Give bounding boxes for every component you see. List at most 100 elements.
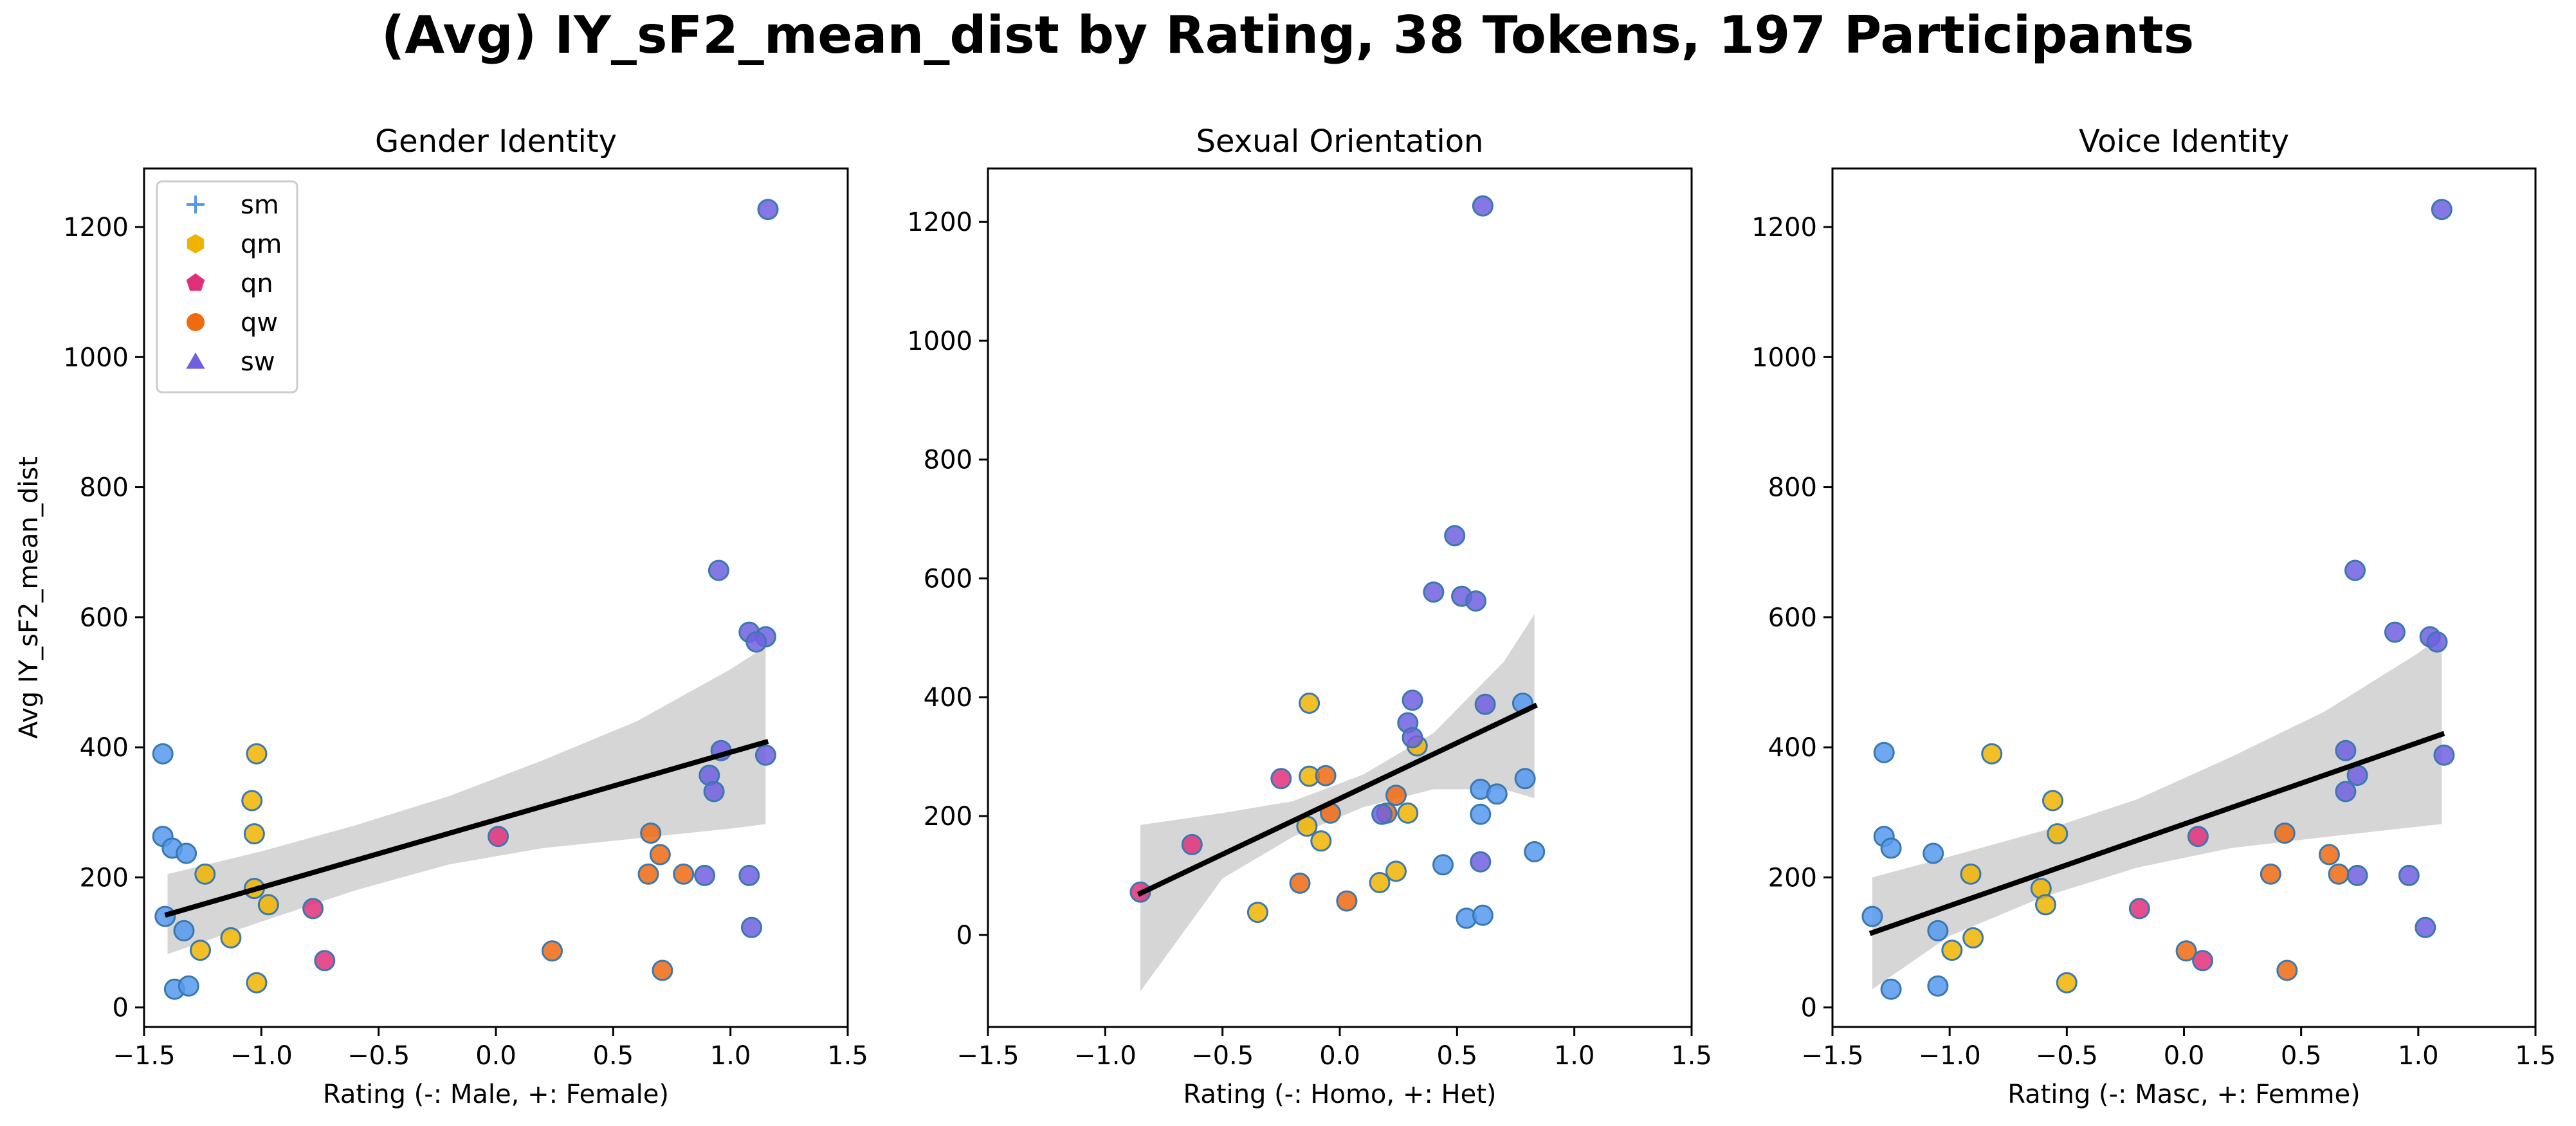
x-tick-label: −1.5 xyxy=(113,1041,175,1071)
legend-label-sm: sm xyxy=(241,190,279,220)
legend-label-qn: qn xyxy=(241,269,273,298)
y-tick-label: 1200 xyxy=(63,213,129,242)
data-point-sm xyxy=(1472,904,1494,926)
data-point-sw xyxy=(754,744,776,766)
legend-label-sw: sw xyxy=(241,347,275,377)
confidence-band xyxy=(167,646,766,954)
data-point-qm xyxy=(194,863,216,885)
data-point-qm xyxy=(2035,894,2056,916)
data-point-sw xyxy=(2384,621,2406,643)
data-point-sw xyxy=(1465,590,1486,612)
data-point-sm xyxy=(1880,837,1902,859)
data-point-sw xyxy=(708,559,729,581)
x-tick-label: 0.0 xyxy=(1319,1041,1360,1071)
data-point-sw xyxy=(2335,740,2357,761)
panel-1: −1.5 −1.0 −0.5 0.0 0.5 1.0 1.5 0 200 400 600 800 100… xyxy=(14,123,868,1109)
data-point-sm xyxy=(1923,842,1944,864)
x-tick-label: 1.5 xyxy=(827,1041,868,1071)
data-point-qm xyxy=(1299,693,1320,714)
data-point-sw xyxy=(703,781,725,803)
x-tick-label: 1.0 xyxy=(710,1041,751,1071)
data-point-sw xyxy=(745,631,767,653)
data-point-sw xyxy=(741,916,762,938)
data-point-qm xyxy=(1941,940,1963,961)
data-point-qw xyxy=(652,959,673,981)
data-point-sw xyxy=(2431,199,2453,221)
data-point-sw xyxy=(2433,744,2455,766)
data-point-sw xyxy=(2426,631,2448,653)
y-tick-label: 1200 xyxy=(907,208,973,237)
figure-title: (Avg) IY_sF2_mean_dist by Rating, 38 Tok… xyxy=(381,5,2195,65)
data-point-qm xyxy=(1397,802,1419,824)
legend: sm qm qn qw sw xyxy=(156,180,298,394)
panel-title: Sexual Orientation xyxy=(1196,123,1484,159)
data-point-qn xyxy=(2192,950,2214,972)
data-point-sw xyxy=(2344,559,2366,581)
x-tick-label: 1.0 xyxy=(2398,1041,2439,1071)
data-point-qn xyxy=(1181,833,1203,855)
x-tick-label: −1.0 xyxy=(230,1041,293,1071)
data-point-sm xyxy=(1880,978,1902,1000)
data-point-sm xyxy=(1514,768,1536,790)
data-point-qm xyxy=(1981,743,2003,765)
x-tick-label: −1.5 xyxy=(1801,1041,1863,1071)
data-point-sw xyxy=(1444,525,1466,547)
legend-marker-qm xyxy=(187,234,204,253)
panels: −1.5 −1.0 −0.5 0.0 0.5 1.0 1.5 0 200 400 600 800 100… xyxy=(14,123,2556,1109)
data-point-sw xyxy=(2415,916,2436,938)
data-point-qm xyxy=(190,940,211,961)
data-point-sw xyxy=(738,864,760,886)
data-point-sm xyxy=(173,920,195,941)
data-point-qw xyxy=(2260,863,2281,885)
data-point-sw xyxy=(694,864,716,886)
data-point-qw xyxy=(2276,959,2298,981)
data-point-qm xyxy=(2042,790,2063,812)
x-tick-label: −1.0 xyxy=(1919,1041,1981,1071)
x-tick-label: 0.0 xyxy=(475,1041,516,1071)
data-point-qn xyxy=(2128,898,2150,920)
confidence-band xyxy=(1872,635,2442,990)
y-tick-label: 0 xyxy=(956,921,973,950)
y-axis-label: Avg IY_sF2_mean_dist xyxy=(14,457,44,739)
x-tick-label: 1.5 xyxy=(1671,1041,1712,1071)
regression-line xyxy=(1868,731,2445,936)
data-point-sm xyxy=(176,842,197,864)
legend-marker-qn xyxy=(186,273,205,291)
data-point-qm xyxy=(1385,860,1407,882)
data-point-qw xyxy=(673,863,695,885)
y-tick-label: 600 xyxy=(80,603,129,633)
data-point-sm xyxy=(1927,975,1949,997)
data-point-qw xyxy=(2274,822,2296,844)
legend-marker-sw xyxy=(186,352,205,369)
data-point-sm xyxy=(1432,854,1454,876)
data-point-qn xyxy=(488,826,509,848)
data-point-sw xyxy=(1371,803,1393,825)
data-point-sm xyxy=(1470,803,1492,825)
data-point-qn xyxy=(2187,826,2209,848)
x-tick-label: −1.5 xyxy=(956,1041,1019,1071)
data-point-sm xyxy=(178,975,199,997)
data-point-qw xyxy=(640,822,662,844)
regression-line xyxy=(164,739,769,918)
x-axis-label: Rating (-: Masc, +: Femme) xyxy=(2007,1080,2360,1109)
data-point-qw xyxy=(542,940,563,962)
x-tick-label: 0.0 xyxy=(2164,1041,2205,1071)
x-tick-label: 0.5 xyxy=(1437,1041,1478,1071)
legend-box xyxy=(156,180,298,394)
data-point-qw xyxy=(1336,890,1358,912)
x-tick-label: −0.5 xyxy=(2036,1041,2098,1071)
x-tick-label: 1.5 xyxy=(2515,1041,2556,1071)
panel-title: Voice Identity xyxy=(2079,123,2289,159)
y-tick-label: 1000 xyxy=(63,343,129,372)
data-point-qm xyxy=(1369,872,1391,893)
data-point-qm xyxy=(2047,823,2069,845)
y-tick-label: 400 xyxy=(924,683,973,713)
y-tick-label: 200 xyxy=(1768,863,1817,893)
y-tick-label: 0 xyxy=(1801,994,1817,1023)
x-tick-label: 1.0 xyxy=(1554,1041,1595,1071)
panel-2: −1.5 −1.0 −0.5 0.0 0.5 1.0 1.5 0 200 400 600 800 100… xyxy=(907,123,1712,1109)
data-point-qm xyxy=(243,823,265,845)
y-tick-label: 400 xyxy=(80,733,129,763)
